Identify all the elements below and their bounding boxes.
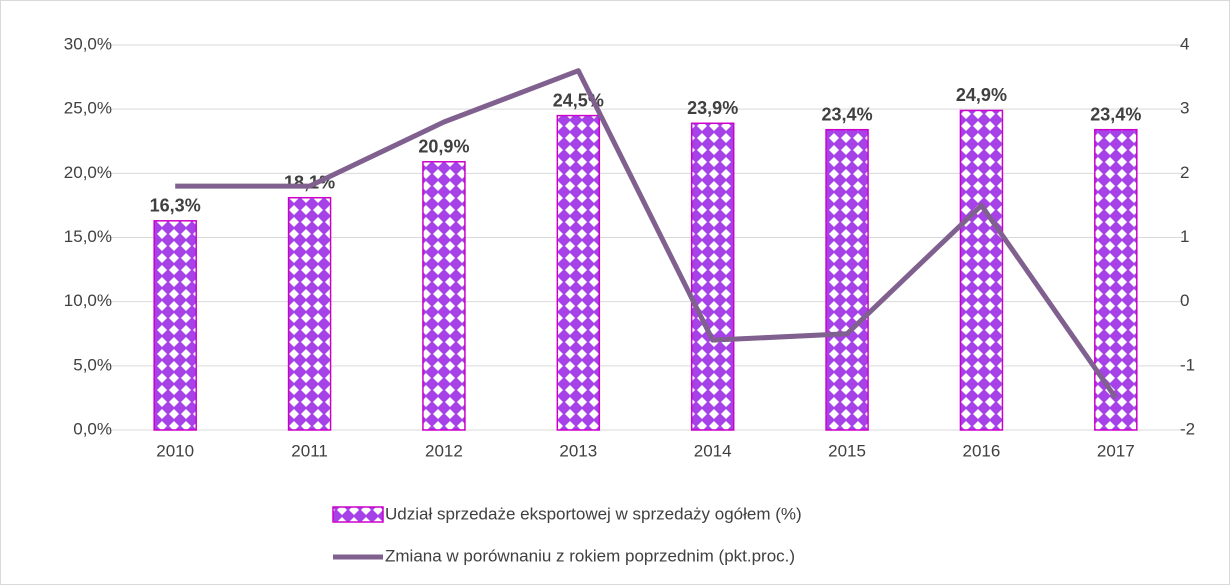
bar xyxy=(422,161,466,431)
bar xyxy=(825,128,869,431)
bar xyxy=(690,122,735,431)
data-label: 23,4% xyxy=(1090,104,1141,124)
y2-tick-label: 0 xyxy=(1180,291,1189,310)
y2-tick-label: -1 xyxy=(1180,355,1195,374)
y-tick-label: 25,0% xyxy=(64,99,112,118)
bar xyxy=(556,114,601,431)
x-tick-label: 2012 xyxy=(425,441,463,460)
bar xyxy=(959,109,1004,431)
x-tick-label: 2014 xyxy=(694,441,732,460)
x-tick-label: 2017 xyxy=(1097,441,1135,460)
line xyxy=(175,68,1118,400)
y2-tick-label: 2 xyxy=(1180,163,1189,182)
y2-tick-label: 3 xyxy=(1180,99,1189,118)
y-tick-label: 0,0% xyxy=(73,419,112,438)
y-tick-label: 5,0% xyxy=(73,355,112,374)
x-tick-label: 2010 xyxy=(156,441,194,460)
y-tick-label: 15,0% xyxy=(64,227,112,246)
data-label: 24,9% xyxy=(956,85,1007,105)
y-tick-label: 10,0% xyxy=(64,291,112,310)
legend-label: Udział sprzedaże eksportowej w sprzedaży… xyxy=(385,504,802,523)
y2-tick-label: -2 xyxy=(1180,419,1195,438)
bar xyxy=(153,220,197,431)
data-label: 20,9% xyxy=(418,137,469,157)
y2-tick-label: 1 xyxy=(1180,227,1189,246)
data-label: 23,9% xyxy=(687,98,738,118)
legend-swatch xyxy=(332,506,384,523)
y-tick-label: 20,0% xyxy=(64,163,112,182)
data-label: 16,3% xyxy=(150,196,201,216)
bar xyxy=(287,196,332,431)
x-tick-label: 2013 xyxy=(559,441,597,460)
data-label: 23,4% xyxy=(822,104,873,124)
x-tick-label: 2011 xyxy=(291,441,328,460)
x-tick-label: 2015 xyxy=(828,441,866,460)
y2-tick-label: 4 xyxy=(1180,34,1189,53)
x-tick-label: 2016 xyxy=(963,441,1001,460)
legend-label: Zmiana w porównaniu z rokiem poprzednim … xyxy=(385,546,795,565)
bar xyxy=(1094,128,1138,431)
y-tick-label: 30,0% xyxy=(64,34,112,53)
